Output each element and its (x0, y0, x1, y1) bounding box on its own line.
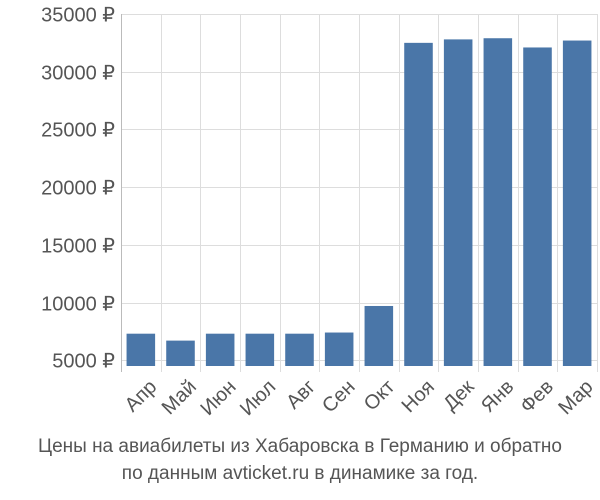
y-tick-label: 10000 ₽ (41, 294, 115, 316)
x-tick-label: Сен (318, 376, 359, 417)
x-tick-label: Мар (554, 376, 597, 419)
x-tick-label: Дек (439, 376, 478, 415)
price-bar-chart: 5000 ₽ 10000 ₽ 15000 ₽ 20000 ₽ 25000 ₽ 30000 … (41, 5, 598, 420)
bar-1 (126, 333, 156, 366)
bar-7 (364, 305, 394, 366)
bar-10 (483, 38, 513, 367)
bar-5 (285, 333, 314, 366)
bar-3 (205, 333, 235, 366)
y-tick-label: 20000 ₽ (41, 178, 115, 200)
y-tick-label: 5000 ₽ (52, 351, 115, 373)
x-tick-label: Фев (516, 376, 558, 418)
bar-11 (523, 47, 552, 367)
x-tick-label: Июн (196, 376, 240, 420)
x-tick-label: Июл (236, 376, 280, 420)
bar-8 (404, 42, 433, 367)
y-tick-label: 35000 ₽ (41, 5, 115, 27)
bar-9 (443, 39, 473, 366)
y-tick-label: 25000 ₽ (41, 120, 115, 142)
x-tick-label: Апр (121, 376, 162, 417)
x-tick-label: Окт (360, 376, 399, 415)
caption-line-1: Цены на авиабилеты из Хабаровска в Герма… (38, 436, 562, 457)
bar-12 (562, 40, 592, 367)
x-tick-label: Янв (477, 376, 518, 417)
y-tick-label: 30000 ₽ (41, 63, 115, 85)
grid-lines (121, 14, 598, 372)
y-tick-label: 15000 ₽ (41, 236, 115, 258)
x-tick-label: Ноя (398, 376, 439, 417)
bars (126, 38, 592, 367)
x-tick-label: Авг (282, 376, 320, 414)
bar-4 (245, 333, 275, 366)
y-axis: 5000 ₽ 10000 ₽ 15000 ₽ 20000 ₽ 25000 ₽ 30000 … (41, 5, 122, 373)
x-tick-label: Май (158, 376, 201, 419)
bar-2 (166, 340, 195, 366)
caption-line-2: по данным avticket.ru в динамике за год. (121, 463, 479, 484)
bar-6 (324, 332, 354, 366)
